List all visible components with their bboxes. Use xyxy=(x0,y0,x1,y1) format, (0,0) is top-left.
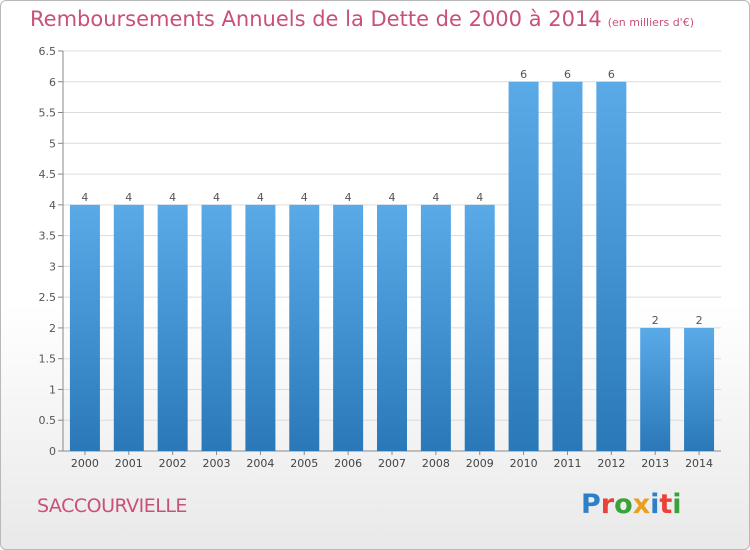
x-tick-label: 2007 xyxy=(378,457,406,470)
x-tick-label: 2004 xyxy=(246,457,274,470)
data-label: 4 xyxy=(125,191,132,204)
bars xyxy=(69,81,715,452)
x-tick-label: 2003 xyxy=(203,457,231,470)
logo-letter: i xyxy=(672,489,682,520)
data-label: 4 xyxy=(169,191,176,204)
x-tick-label: 2002 xyxy=(159,457,187,470)
bar-2002[interactable] xyxy=(157,204,188,451)
proxiti-logo[interactable]: Proxiti xyxy=(581,489,682,520)
bar-2008[interactable] xyxy=(420,204,451,451)
y-tick-label: 6.5 xyxy=(39,45,57,58)
x-tick-label: 2010 xyxy=(510,457,538,470)
bar-2000[interactable] xyxy=(69,204,100,451)
x-tick-label: 2012 xyxy=(597,457,625,470)
x-tick-label: 2009 xyxy=(466,457,494,470)
y-tick-label: 2 xyxy=(49,322,56,335)
x-tick-label: 2014 xyxy=(685,457,713,470)
data-labels: 4 4 4 4 4 4 4 4 4 4 6 6 6 2 2 xyxy=(81,68,702,327)
x-tick-label: 2011 xyxy=(553,457,581,470)
x-tick-label: 2001 xyxy=(115,457,143,470)
y-tick-label: 5.5 xyxy=(39,107,57,120)
chart-title-unit: (en milliers d'€) xyxy=(607,16,694,29)
logo-letter: r xyxy=(600,489,615,520)
y-tick-label: 4 xyxy=(49,199,56,212)
logo-letter: x xyxy=(632,489,651,520)
x-tick-label: 2013 xyxy=(641,457,669,470)
data-label: 6 xyxy=(564,68,571,81)
logo-letter: i xyxy=(650,489,660,520)
bar-2003[interactable] xyxy=(201,204,232,451)
data-label: 4 xyxy=(476,191,483,204)
place-name: SACCOURVIELLE xyxy=(37,495,187,517)
bar-2010[interactable] xyxy=(508,81,539,452)
logo-letter: P xyxy=(581,489,601,520)
y-tick-label: 1.5 xyxy=(39,353,57,366)
data-label: 6 xyxy=(520,68,527,81)
data-label: 4 xyxy=(432,191,439,204)
data-label: 4 xyxy=(301,191,308,204)
axes: 0 0.5 1 1.5 2 2.5 3 3.5 4 4.5 5 5.5 6 6.5 2000 2001 2002… xyxy=(39,45,721,470)
y-tick-label: 0.5 xyxy=(39,414,57,427)
y-tick-label: 1 xyxy=(49,383,56,396)
bar-2001[interactable] xyxy=(113,204,144,451)
bar-2013[interactable] xyxy=(640,327,671,451)
y-tick-label: 5 xyxy=(49,137,56,150)
x-tick-label: 2006 xyxy=(334,457,362,470)
x-tick-label: 2005 xyxy=(290,457,318,470)
data-label: 2 xyxy=(652,314,659,327)
x-tick-label: 2000 xyxy=(71,457,99,470)
data-label: 4 xyxy=(345,191,352,204)
bar-2007[interactable] xyxy=(377,204,407,451)
y-tick-label: 3.5 xyxy=(39,230,57,243)
data-label: 4 xyxy=(81,191,88,204)
y-tick-label: 2.5 xyxy=(39,291,57,304)
y-tick-label: 3 xyxy=(49,260,56,273)
y-tick-label: 0 xyxy=(49,445,56,458)
bar-2006[interactable] xyxy=(333,204,364,451)
data-label: 4 xyxy=(257,191,264,204)
bar-2005[interactable] xyxy=(289,204,320,451)
bar-2012[interactable] xyxy=(596,81,627,452)
data-label: 4 xyxy=(213,191,220,204)
data-label: 2 xyxy=(696,314,703,327)
chart-title-main: Remboursements Annuels de la Dette de 20… xyxy=(30,7,602,31)
y-tick-label: 6 xyxy=(49,76,56,89)
x-tick-label: 2008 xyxy=(422,457,450,470)
logo-letter: o xyxy=(614,489,633,520)
data-label: 6 xyxy=(608,68,615,81)
chart-title: Remboursements Annuels de la Dette de 20… xyxy=(30,7,694,31)
bar-2014[interactable] xyxy=(684,327,715,451)
data-label: 4 xyxy=(389,191,396,204)
logo-letter: t xyxy=(659,489,673,520)
bar-2011[interactable] xyxy=(552,81,583,452)
y-tick-label: 4.5 xyxy=(39,168,57,181)
bar-2009[interactable] xyxy=(464,204,495,451)
bar-2004[interactable] xyxy=(245,204,276,451)
